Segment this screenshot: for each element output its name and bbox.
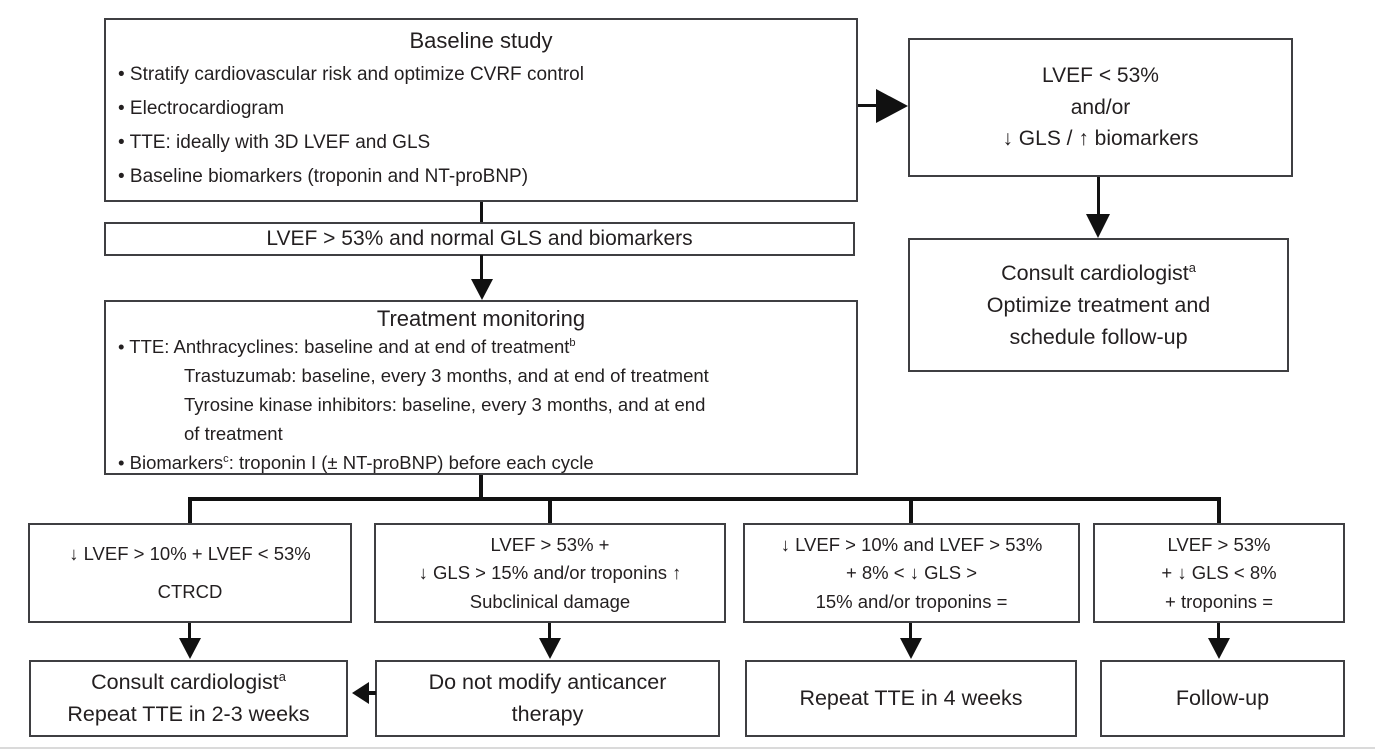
connector-drop-branch3 bbox=[909, 501, 913, 523]
baseline-bullet-biomarkers: • Baseline biomarkers (troponin and NT-p… bbox=[118, 166, 529, 187]
baseline-study-box: Baseline study • Stratify cardiovascular… bbox=[104, 18, 858, 202]
tm-line-anthracyclines: • TTE: Anthracyclines: baseline and at e… bbox=[118, 336, 576, 357]
normal-baseline-label: LVEF > 53% and normal GLS and biomarkers bbox=[266, 227, 693, 251]
connector-branch2-to-outcome2 bbox=[548, 623, 551, 640]
normal-baseline-bar: LVEF > 53% and normal GLS and biomarkers bbox=[104, 222, 855, 256]
tm-line-tki-cont: of treatment bbox=[184, 423, 283, 444]
connector-branch4-to-outcome4 bbox=[1217, 623, 1220, 640]
branch-ctrcd-label: CTRCD bbox=[157, 581, 223, 602]
arrow-down-icon bbox=[179, 638, 201, 659]
arrow-down-icon bbox=[900, 638, 922, 659]
branch-subclinical-line1: LVEF > 53% + bbox=[490, 533, 610, 555]
arrow-right-icon bbox=[876, 89, 908, 123]
footnote-a: a bbox=[278, 669, 286, 685]
page-bottom-edge bbox=[0, 747, 1375, 749]
branch-subclinical-label: Subclinical damage bbox=[469, 590, 631, 612]
outcome-repeat-tte-box: Repeat TTE in 4 weeks bbox=[745, 660, 1077, 737]
connector-baseline-to-abnormal bbox=[858, 104, 882, 107]
branch-subclinical-box: LVEF > 53% + ↓ GLS > 15% and/or troponin… bbox=[374, 523, 726, 623]
branch-borderline-line3: 15% and/or troponins = bbox=[815, 590, 1008, 612]
connector-treatment-stem bbox=[479, 475, 483, 499]
tm-line-biomarkers: • Biomarkersc: troponin I (± NT-proBNP) … bbox=[118, 452, 594, 473]
connector-abnormal-to-consult bbox=[1097, 177, 1100, 215]
outcome-no-modify-box: Do not modify anticancer therapy bbox=[375, 660, 720, 737]
tm-line-trastuzumab: Trastuzumab: baseline, every 3 months, a… bbox=[184, 365, 709, 386]
consult-optimize-box: Consult cardiologista Optimize treatment… bbox=[908, 238, 1289, 372]
outcome-consult-line1: Consult cardiologista bbox=[91, 669, 286, 695]
arrow-down-icon bbox=[539, 638, 561, 659]
connector-branch1-to-outcome1 bbox=[188, 623, 191, 640]
connector-distribution-line bbox=[188, 497, 1221, 501]
outcome-follow-up-label: Follow-up bbox=[1175, 685, 1270, 710]
arrow-left-icon bbox=[352, 682, 369, 704]
treatment-monitoring-box: Treatment monitoring • TTE: Anthracyclin… bbox=[104, 300, 858, 475]
abnormal-baseline-line3: ↓ GLS / ↑ biomarkers bbox=[1002, 127, 1199, 151]
branch-borderline-line2: + 8% < ↓ GLS > bbox=[845, 562, 978, 583]
outcome-no-modify-line1: Do not modify anticancer bbox=[428, 670, 667, 695]
connector-baseline-to-normal bbox=[480, 202, 483, 222]
outcome-repeat-tte-label: Repeat TTE in 4 weeks bbox=[799, 685, 1023, 710]
branch-normal-line1: LVEF > 53% bbox=[1167, 533, 1271, 555]
abnormal-baseline-line1: LVEF < 53% bbox=[1042, 64, 1159, 88]
baseline-bullet-risk: • Stratify cardiovascular risk and optim… bbox=[118, 64, 584, 85]
branch-normal-line3: + troponins = bbox=[1165, 590, 1273, 612]
baseline-bullet-tte: • TTE: ideally with 3D LVEF and GLS bbox=[118, 132, 431, 153]
outcome-consult-line2: Repeat TTE in 2-3 weeks bbox=[67, 701, 310, 726]
abnormal-baseline-box: LVEF < 53% and/or ↓ GLS / ↑ biomarkers bbox=[908, 38, 1293, 177]
footnote-c: c bbox=[223, 452, 229, 465]
baseline-study-title: Baseline study bbox=[409, 28, 553, 53]
connector-drop-branch2 bbox=[548, 501, 552, 523]
baseline-bullet-ecg: • Electrocardiogram bbox=[118, 98, 285, 119]
branch-ctrcd-condition: ↓ LVEF > 10% + LVEF < 53% bbox=[69, 543, 311, 564]
tm-line-tki: Tyrosine kinase inhibitors: baseline, ev… bbox=[184, 394, 706, 415]
connector-branch3-to-outcome3 bbox=[909, 623, 912, 640]
branch-subclinical-line2: ↓ GLS > 15% and/or troponins ↑ bbox=[418, 562, 682, 583]
branch-normal-box: LVEF > 53% + ↓ GLS < 8% + troponins = bbox=[1093, 523, 1345, 623]
consult-optimize-line2: Optimize treatment and bbox=[986, 292, 1211, 317]
outcome-no-modify-line2: therapy bbox=[511, 701, 584, 726]
consult-optimize-line1: Consult cardiologista bbox=[1001, 259, 1196, 285]
branch-normal-line2: + ↓ GLS < 8% bbox=[1161, 562, 1277, 583]
footnote-b: b bbox=[569, 336, 576, 349]
outcome-consult-box: Consult cardiologista Repeat TTE in 2-3 … bbox=[29, 660, 348, 737]
connector-drop-branch1 bbox=[188, 501, 192, 523]
branch-ctrcd-box: ↓ LVEF > 10% + LVEF < 53% CTRCD bbox=[28, 523, 352, 623]
branch-borderline-box: ↓ LVEF > 10% and LVEF > 53% + 8% < ↓ GLS… bbox=[743, 523, 1080, 623]
connector-outcome2-to-outcome1 bbox=[366, 691, 376, 695]
connector-normal-to-treatment bbox=[480, 255, 483, 281]
connector-drop-branch4 bbox=[1217, 501, 1221, 523]
arrow-down-icon bbox=[1208, 638, 1230, 659]
abnormal-baseline-line2: and/or bbox=[1070, 95, 1131, 119]
consult-optimize-line3: schedule follow-up bbox=[1009, 325, 1188, 350]
arrow-down-icon bbox=[471, 279, 493, 300]
outcome-follow-up-box: Follow-up bbox=[1100, 660, 1345, 737]
arrow-down-icon bbox=[1086, 214, 1110, 238]
footnote-a: a bbox=[1188, 259, 1196, 275]
treatment-monitoring-title: Treatment monitoring bbox=[376, 306, 586, 331]
branch-borderline-line1: ↓ LVEF > 10% and LVEF > 53% bbox=[780, 533, 1043, 555]
